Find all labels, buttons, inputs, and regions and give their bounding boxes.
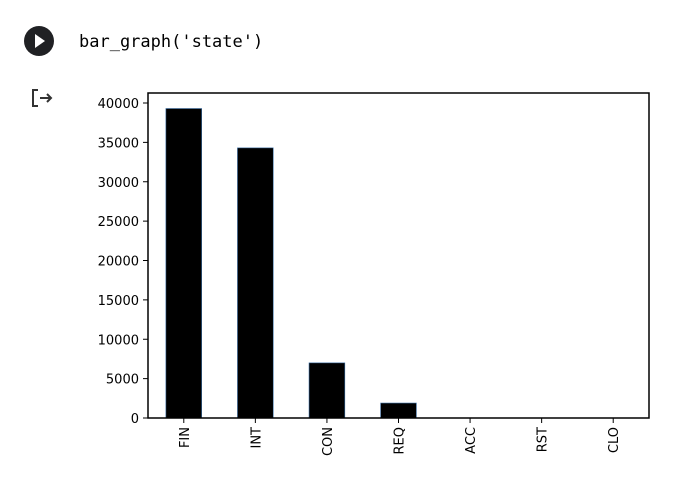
bar <box>380 402 417 419</box>
bar <box>165 108 202 419</box>
x-tick-label: RST <box>536 427 551 452</box>
output-icon-box <box>32 89 38 107</box>
y-tick-label: 25000 <box>98 215 139 230</box>
x-tick-label: ACC <box>464 427 479 454</box>
y-tick-label: 5000 <box>106 373 139 388</box>
plot-frame <box>147 92 650 419</box>
run-button-icon[interactable] <box>35 34 45 48</box>
run-button[interactable] <box>24 26 54 56</box>
y-tick-label: 35000 <box>98 136 139 151</box>
y-tick-label: 40000 <box>98 97 139 112</box>
bar <box>237 147 274 419</box>
x-tick-label: CLO <box>607 427 622 453</box>
code-line: bar_graph('state') <box>79 32 263 52</box>
y-tick-label: 10000 <box>98 333 139 348</box>
x-tick-label: FIN <box>178 427 193 448</box>
y-tick-label: 30000 <box>98 176 139 191</box>
output-icon-arrow <box>40 93 53 103</box>
y-tick-label: 15000 <box>98 294 139 309</box>
plot: 0 5000 10000 15000 20000 25000 30000 35000 40000… <box>98 97 623 456</box>
x-tick-label: INT <box>249 427 264 449</box>
x-tick-label: CON <box>321 427 336 456</box>
y-tick-label: 0 <box>131 412 139 427</box>
bar <box>308 362 346 419</box>
output-icon <box>32 89 53 107</box>
y-tick-label: 20000 <box>98 255 139 270</box>
x-tick-label: REQ <box>393 427 408 454</box>
